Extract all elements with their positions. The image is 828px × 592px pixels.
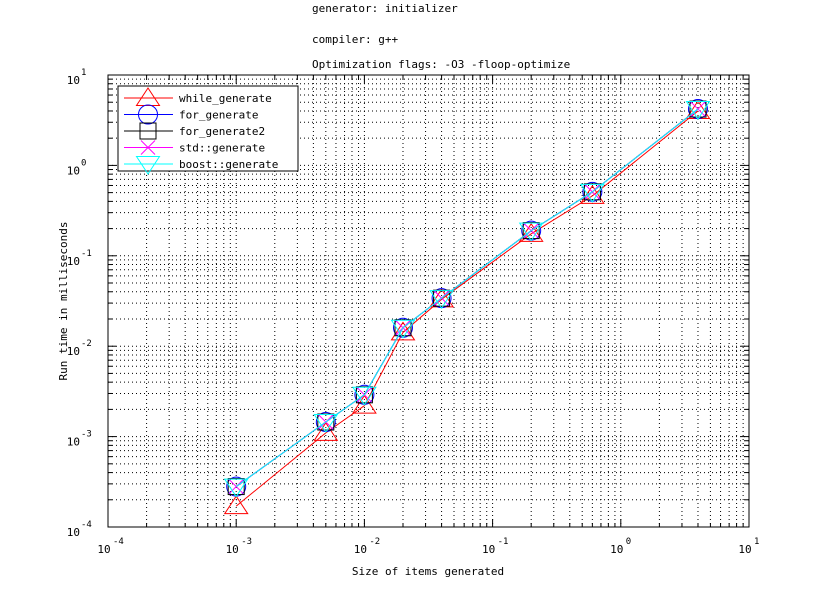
x-tick-label: 10	[354, 543, 367, 556]
series-boost-generate	[223, 101, 711, 498]
series-line	[235, 110, 699, 507]
legend-label: while_generate	[179, 92, 272, 105]
marker-triangle-up	[351, 394, 377, 414]
tick-labels: 10-410-310-210-110010110-410-310-210-110…	[67, 68, 760, 556]
legend-label: for_generate2	[179, 125, 265, 138]
title-line-1: generator: initializer	[312, 2, 458, 15]
y-tick-exponent: 1	[81, 68, 86, 78]
x-tick-exponent: -4	[113, 537, 124, 547]
legend: while_generate for_generate for_generate2s…	[117, 85, 299, 175]
y-axis-label: Run time in milliseconds	[57, 222, 70, 381]
marker-triangle-down	[135, 156, 161, 175]
y-tick-exponent: -4	[81, 520, 92, 530]
y-tick-exponent: -2	[81, 339, 92, 349]
series-for-generate2	[227, 100, 707, 496]
x-tick-label: 10	[738, 543, 751, 556]
marker-triangle-up	[390, 321, 416, 341]
series-for-generate	[226, 99, 708, 497]
legend-label: std::generate	[179, 142, 265, 155]
x-tick-exponent: 1	[754, 537, 759, 547]
legend-entry: for_generate	[124, 104, 258, 125]
y-tick-label: 10	[67, 74, 80, 87]
axis-ticks	[108, 75, 749, 527]
x-tick-label: 10	[482, 543, 495, 556]
grid	[108, 75, 749, 527]
marker-triangle-up	[429, 288, 455, 308]
marker-triangle-up	[579, 184, 605, 204]
legend-entry: boost::generate	[124, 156, 278, 175]
legend-entry: std::generate	[124, 140, 265, 155]
marker-triangle-down	[390, 319, 416, 339]
marker-x-stroke	[140, 140, 156, 155]
chart-title: generator: initializer compiler: g++ Opt…	[312, 2, 570, 71]
y-tick-label: 10	[67, 345, 80, 358]
marker-triangle-down	[313, 414, 339, 433]
x-tick-label: 10	[226, 543, 239, 556]
marker-triangle-down	[223, 478, 249, 498]
series-layer	[223, 99, 711, 515]
y-tick-label: 10	[67, 255, 80, 268]
marker-triangle-down	[579, 183, 605, 203]
x-tick-exponent: -2	[369, 537, 380, 547]
legend-label: boost::generate	[179, 158, 278, 171]
plot-frame	[107, 74, 750, 528]
series-std-generate	[228, 101, 706, 494]
y-tick-label: 10	[67, 526, 80, 539]
marker-triangle-down	[685, 101, 711, 120]
x-tick-exponent: -3	[241, 537, 252, 547]
marker-triangle-up	[223, 495, 249, 515]
x-axis-label: Size of items generated	[352, 565, 504, 578]
title-line-2: compiler: g++	[312, 33, 398, 46]
marker-square	[139, 122, 157, 140]
marker-circle	[138, 104, 158, 125]
marker-triangle-up	[313, 421, 339, 441]
x-tick-label: 10	[610, 543, 623, 556]
x-tick-label: 10	[97, 543, 110, 556]
legend-label: for_generate	[179, 109, 258, 122]
marker-x	[140, 140, 156, 155]
x-tick-exponent: 0	[626, 537, 631, 547]
x-tick-exponent: -1	[498, 537, 509, 547]
y-tick-label: 10	[67, 436, 80, 449]
y-tick-exponent: -1	[81, 249, 92, 259]
series-line	[235, 108, 699, 487]
marker-triangle-down	[351, 386, 377, 406]
y-tick-label: 10	[67, 164, 80, 177]
marker-triangle-down	[429, 290, 455, 310]
legend-entry: for_generate2	[124, 122, 265, 140]
y-tick-exponent: 0	[81, 158, 86, 168]
y-tick-exponent: -3	[81, 430, 92, 440]
title-line-3: Optimization flags: -O3 -floop-optimize	[312, 58, 570, 71]
marker-triangle-down	[518, 222, 544, 242]
